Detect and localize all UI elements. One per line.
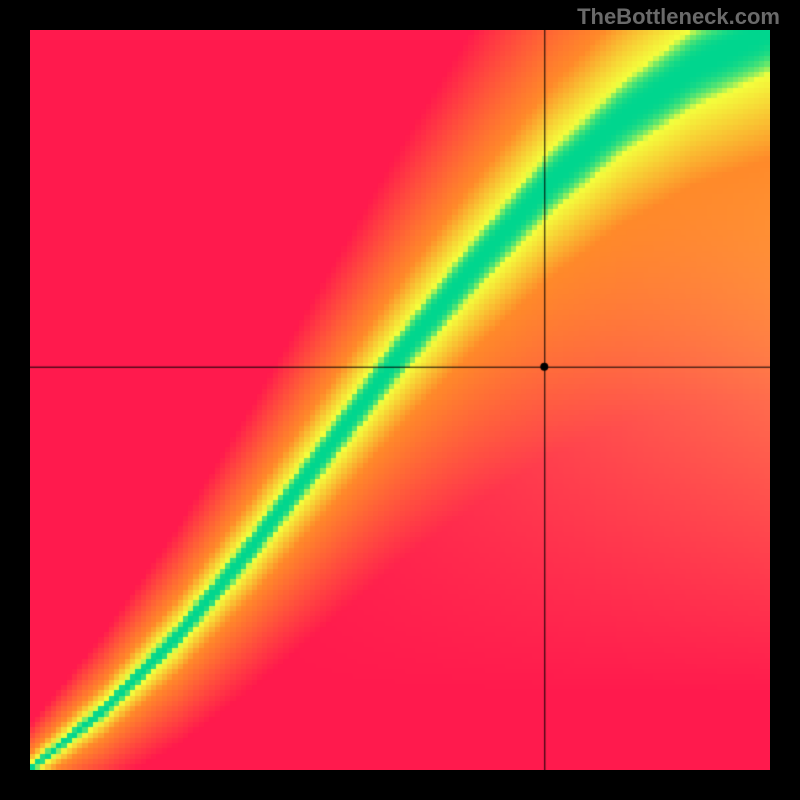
bottleneck-heatmap (30, 30, 770, 770)
heatmap-canvas (30, 30, 770, 770)
watermark-text: TheBottleneck.com (577, 4, 780, 30)
